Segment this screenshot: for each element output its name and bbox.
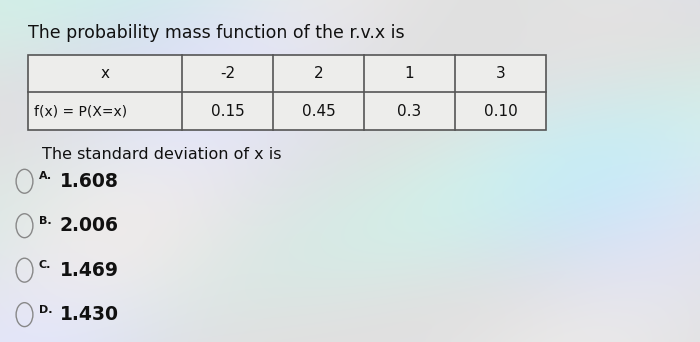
- FancyBboxPatch shape: [28, 92, 182, 130]
- FancyBboxPatch shape: [364, 55, 455, 92]
- FancyBboxPatch shape: [273, 92, 364, 130]
- Text: f(x) = P(X=x): f(x) = P(X=x): [34, 104, 127, 118]
- FancyBboxPatch shape: [455, 92, 546, 130]
- Text: The probability mass function of the r.v.x is: The probability mass function of the r.v…: [28, 24, 405, 42]
- FancyBboxPatch shape: [364, 92, 455, 130]
- FancyBboxPatch shape: [273, 55, 364, 92]
- Text: D.: D.: [38, 304, 52, 315]
- Text: B.: B.: [38, 215, 51, 226]
- Text: 1: 1: [405, 66, 414, 81]
- Text: -2: -2: [220, 66, 235, 81]
- Text: 0.45: 0.45: [302, 104, 335, 119]
- Bar: [28, 55, 546, 130]
- Text: 0.10: 0.10: [484, 104, 517, 119]
- Text: 1.608: 1.608: [60, 172, 118, 191]
- FancyBboxPatch shape: [455, 55, 546, 92]
- Text: 0.3: 0.3: [398, 104, 421, 119]
- Text: 1.469: 1.469: [60, 261, 118, 280]
- Text: 3: 3: [496, 66, 505, 81]
- Text: C.: C.: [38, 260, 51, 270]
- Text: 2: 2: [314, 66, 323, 81]
- Text: x: x: [101, 66, 109, 81]
- FancyBboxPatch shape: [182, 55, 273, 92]
- FancyBboxPatch shape: [28, 55, 182, 92]
- Text: 0.15: 0.15: [211, 104, 244, 119]
- Text: A.: A.: [38, 171, 52, 181]
- Text: 1.430: 1.430: [60, 305, 118, 324]
- FancyBboxPatch shape: [182, 92, 273, 130]
- Text: 2.006: 2.006: [60, 216, 118, 235]
- Text: The standard deviation of x is: The standard deviation of x is: [42, 147, 281, 162]
